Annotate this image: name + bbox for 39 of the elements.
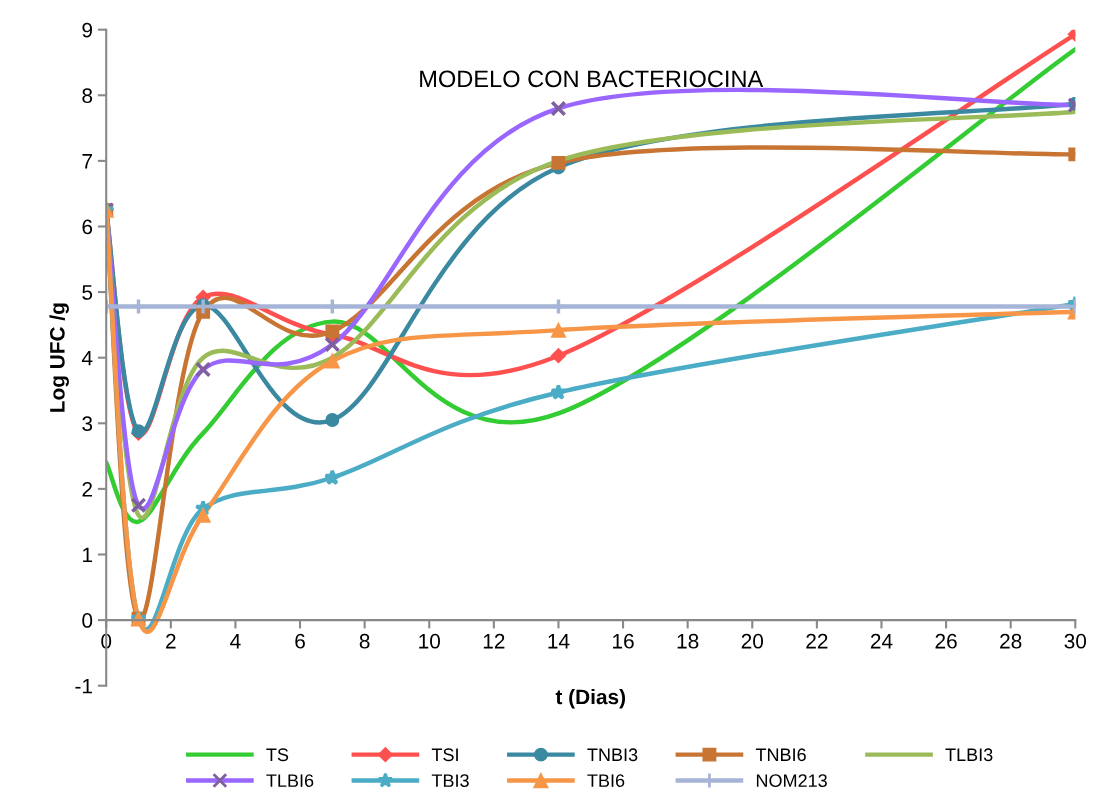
- x-tick-label: 14: [548, 634, 570, 649]
- x-tick-label: 12: [483, 633, 505, 649]
- y-tick-label: 4: [81, 350, 93, 366]
- legend-label: TBI3: [431, 774, 469, 787]
- x-tick-label: 2: [166, 633, 176, 649]
- legend-label: TNBI6: [755, 748, 806, 762]
- x-tick-label: 4: [230, 634, 241, 649]
- x-tick-label: 16: [613, 633, 634, 649]
- y-tick-label: 6: [82, 219, 93, 235]
- y-tick-label: -1: [75, 678, 93, 694]
- legend-label: TSI: [431, 748, 458, 762]
- y-tick-label: 9: [82, 22, 93, 38]
- x-tick-label: 6: [295, 633, 305, 649]
- x-tick-label: 10: [419, 633, 441, 649]
- x-tick-label: 20: [741, 633, 764, 649]
- legend-label: TBI6: [587, 774, 625, 787]
- y-tick-label: 2: [82, 481, 92, 497]
- x-tick-label: 24: [870, 633, 893, 649]
- y-tick-label: 3: [82, 416, 93, 432]
- y-tick-label: 0: [82, 613, 93, 628]
- x-tick-label: 0: [101, 633, 112, 649]
- y-tick-label: 5: [82, 285, 93, 300]
- x-tick-label: 28: [1000, 633, 1022, 649]
- x-tick-label: 18: [677, 633, 699, 649]
- y-axis-title: Log UFC /g: [49, 303, 69, 412]
- x-tick-label: 8: [359, 633, 370, 649]
- y-tick-label: 7: [82, 154, 92, 169]
- y-tick-label: 8: [82, 88, 93, 104]
- legend-label: TLBI3: [945, 748, 993, 762]
- legend-label: NOM213: [756, 774, 827, 787]
- legend-label: TLBI6: [266, 774, 314, 787]
- text: MODELO CON BACTERIOCINA: [420, 70, 764, 88]
- x-tick-label: 30: [1064, 633, 1087, 649]
- legend-label: TNBI3: [587, 748, 638, 762]
- legend-label: TS: [266, 748, 289, 762]
- y-tick-label: 1: [83, 547, 92, 563]
- x-tick-label: 26: [935, 633, 957, 649]
- x-axis-title: t (Dias): [555, 688, 626, 709]
- x-tick-label: 22: [806, 633, 828, 649]
